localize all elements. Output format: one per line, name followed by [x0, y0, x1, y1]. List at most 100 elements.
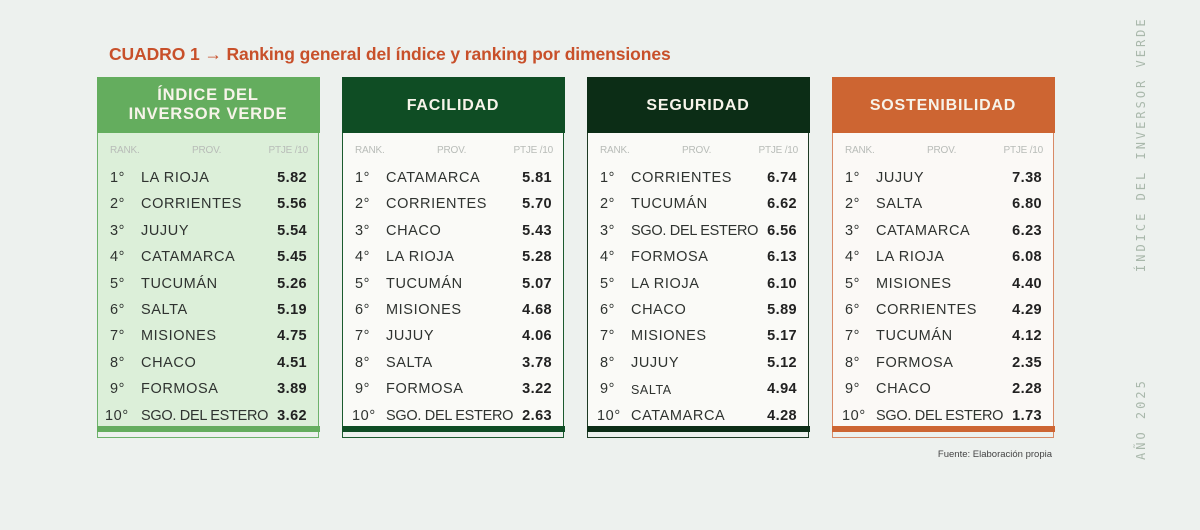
score: 5.45 — [277, 249, 307, 266]
col-header-score: PTJE /10 — [1003, 145, 1043, 156]
score: 6.62 — [767, 196, 797, 213]
table-row: 2° TUCUMÁN 6.62 — [588, 193, 808, 219]
table-row: 7° MISIONES 5.17 — [588, 325, 808, 351]
col-header-prov: PROV. — [437, 145, 467, 156]
province: CATAMARCA — [631, 407, 726, 424]
score: 5.89 — [767, 301, 797, 318]
rank: 6° — [600, 301, 616, 318]
score: 4.40 — [1012, 275, 1042, 292]
province: JUJUY — [876, 170, 925, 186]
table-footer-bar — [341, 426, 565, 432]
source-note: Fuente: Elaboración propia — [937, 449, 1052, 460]
score: 4.68 — [522, 301, 552, 318]
province: TUCUMÁN — [386, 275, 463, 292]
province: CHACO — [876, 381, 932, 398]
table-rows: 1° JUJUY 7.38 2° SALTA 6.80 3° CATAMARCA 6.23 … — [833, 167, 1053, 431]
score: 6.10 — [767, 275, 797, 292]
table-row: 3° CATAMARCA 6.23 — [833, 220, 1053, 246]
col-header-score: PTJE /10 — [758, 145, 798, 156]
rank: 5° — [355, 275, 371, 292]
province: MISIONES — [386, 301, 462, 318]
score: 4.51 — [277, 354, 307, 371]
score: 6.80 — [1012, 196, 1042, 213]
score: 4.29 — [1012, 301, 1042, 318]
province: FORMOSA — [386, 381, 464, 398]
table-row: 8° FORMOSA 2.35 — [833, 352, 1053, 378]
table-row: 5° LA RIOJA 6.10 — [588, 273, 808, 299]
table-body: RANK. PROV. PTJE /10 1° CATAMARCA 5.81 2° C… — [341, 133, 565, 432]
rank: 4° — [600, 249, 616, 266]
table-seguridad: SEGURIDAD RANK. PROV. PTJE /10 1° CORRIEN… — [586, 77, 810, 438]
table-row: 4° FORMOSA 6.13 — [588, 246, 808, 272]
rank: 4° — [845, 249, 861, 266]
table-header: SOSTENIBILIDAD — [831, 77, 1055, 133]
table-row: 1° LA RIOJA 5.82 — [98, 167, 318, 193]
rank: 10° — [352, 407, 376, 424]
score: 2.35 — [1012, 354, 1042, 371]
score: 5.54 — [277, 222, 307, 239]
table-body: RANK. PROV. PTJE /10 1° CORRIENTES 6.74 2°… — [586, 133, 810, 432]
province: CORRIENTES — [631, 170, 733, 186]
column-headers: RANK. PROV. PTJE /10 — [343, 145, 563, 159]
province: CHACO — [141, 354, 197, 371]
rank: 3° — [355, 222, 371, 239]
table-row: 3° SGO. DEL ESTERO 6.56 — [588, 220, 808, 246]
province: SGO. DEL ESTERO — [386, 407, 514, 424]
rank: 1° — [110, 170, 126, 186]
province: SALTA — [386, 354, 433, 371]
rank: 3° — [845, 222, 861, 239]
score: 4.06 — [522, 328, 552, 345]
table-row: 8° JUJUY 5.12 — [588, 352, 808, 378]
rank: 6° — [110, 301, 126, 318]
score: 6.74 — [767, 170, 797, 186]
side-label-year: AÑO 2025 — [1134, 378, 1148, 460]
province: TUCUMÁN — [631, 196, 708, 213]
col-header-rank: RANK. — [600, 145, 630, 156]
rank: 7° — [110, 328, 126, 345]
score: 4.28 — [767, 407, 797, 424]
table-row: 5° TUCUMÁN 5.07 — [343, 273, 563, 299]
table-footer-bar — [831, 426, 1055, 432]
page-title: CUADRO 1 → Ranking general del índice y … — [109, 44, 671, 64]
score: 7.38 — [1012, 170, 1042, 186]
score: 4.12 — [1012, 328, 1042, 345]
province: SALTA — [631, 383, 672, 398]
province: LA RIOJA — [141, 170, 210, 186]
score: 2.63 — [522, 407, 552, 424]
score: 5.17 — [767, 328, 797, 345]
table-row: 6° CORRIENTES 4.29 — [833, 299, 1053, 325]
table-header: FACILIDAD — [341, 77, 565, 133]
score: 5.82 — [277, 170, 307, 186]
table-row: 10° CATAMARCA 4.28 — [588, 405, 808, 431]
province: SGO. DEL ESTERO — [141, 407, 269, 424]
rank: 3° — [110, 222, 126, 239]
table-row: 9° FORMOSA 3.89 — [98, 378, 318, 404]
table-row: 1° JUJUY 7.38 — [833, 167, 1053, 193]
table-header-line-1: ÍNDICE DEL — [157, 86, 259, 104]
rank: 8° — [845, 354, 861, 371]
table-row: 6° MISIONES 4.68 — [343, 299, 563, 325]
table-rows: 1° CORRIENTES 6.74 2° TUCUMÁN 6.62 3° SGO. DE… — [588, 167, 808, 431]
table-facilidad: FACILIDAD RANK. PROV. PTJE /10 1° CATAMAR… — [341, 77, 565, 438]
rank: 8° — [600, 354, 616, 371]
score: 1.73 — [1012, 407, 1042, 424]
table-rows: 1° CATAMARCA 5.81 2° CORRIENTES 5.70 3° CHACO… — [343, 167, 563, 431]
province: MISIONES — [876, 275, 952, 292]
score: 2.28 — [1012, 381, 1042, 398]
score: 3.22 — [522, 381, 552, 398]
province: MISIONES — [141, 328, 217, 345]
rank: 9° — [355, 381, 371, 398]
score: 3.78 — [522, 354, 552, 371]
table-row: 4° LA RIOJA 6.08 — [833, 246, 1053, 272]
col-header-prov: PROV. — [192, 145, 222, 156]
province: JUJUY — [631, 354, 680, 371]
score: 3.89 — [277, 381, 307, 398]
province: FORMOSA — [631, 249, 709, 266]
province: FORMOSA — [141, 381, 219, 398]
col-header-prov: PROV. — [927, 145, 957, 156]
table-indice-inversor-verde: ÍNDICE DEL INVERSOR VERDE RANK. PROV. PT… — [96, 77, 320, 438]
table-body: RANK. PROV. PTJE /10 1° JUJUY 7.38 2° SALTA… — [831, 133, 1055, 432]
rank: 8° — [355, 354, 371, 371]
rank: 5° — [845, 275, 861, 292]
table-body: RANK. PROV. PTJE /10 1° LA RIOJA 5.82 2° CO… — [96, 133, 320, 432]
